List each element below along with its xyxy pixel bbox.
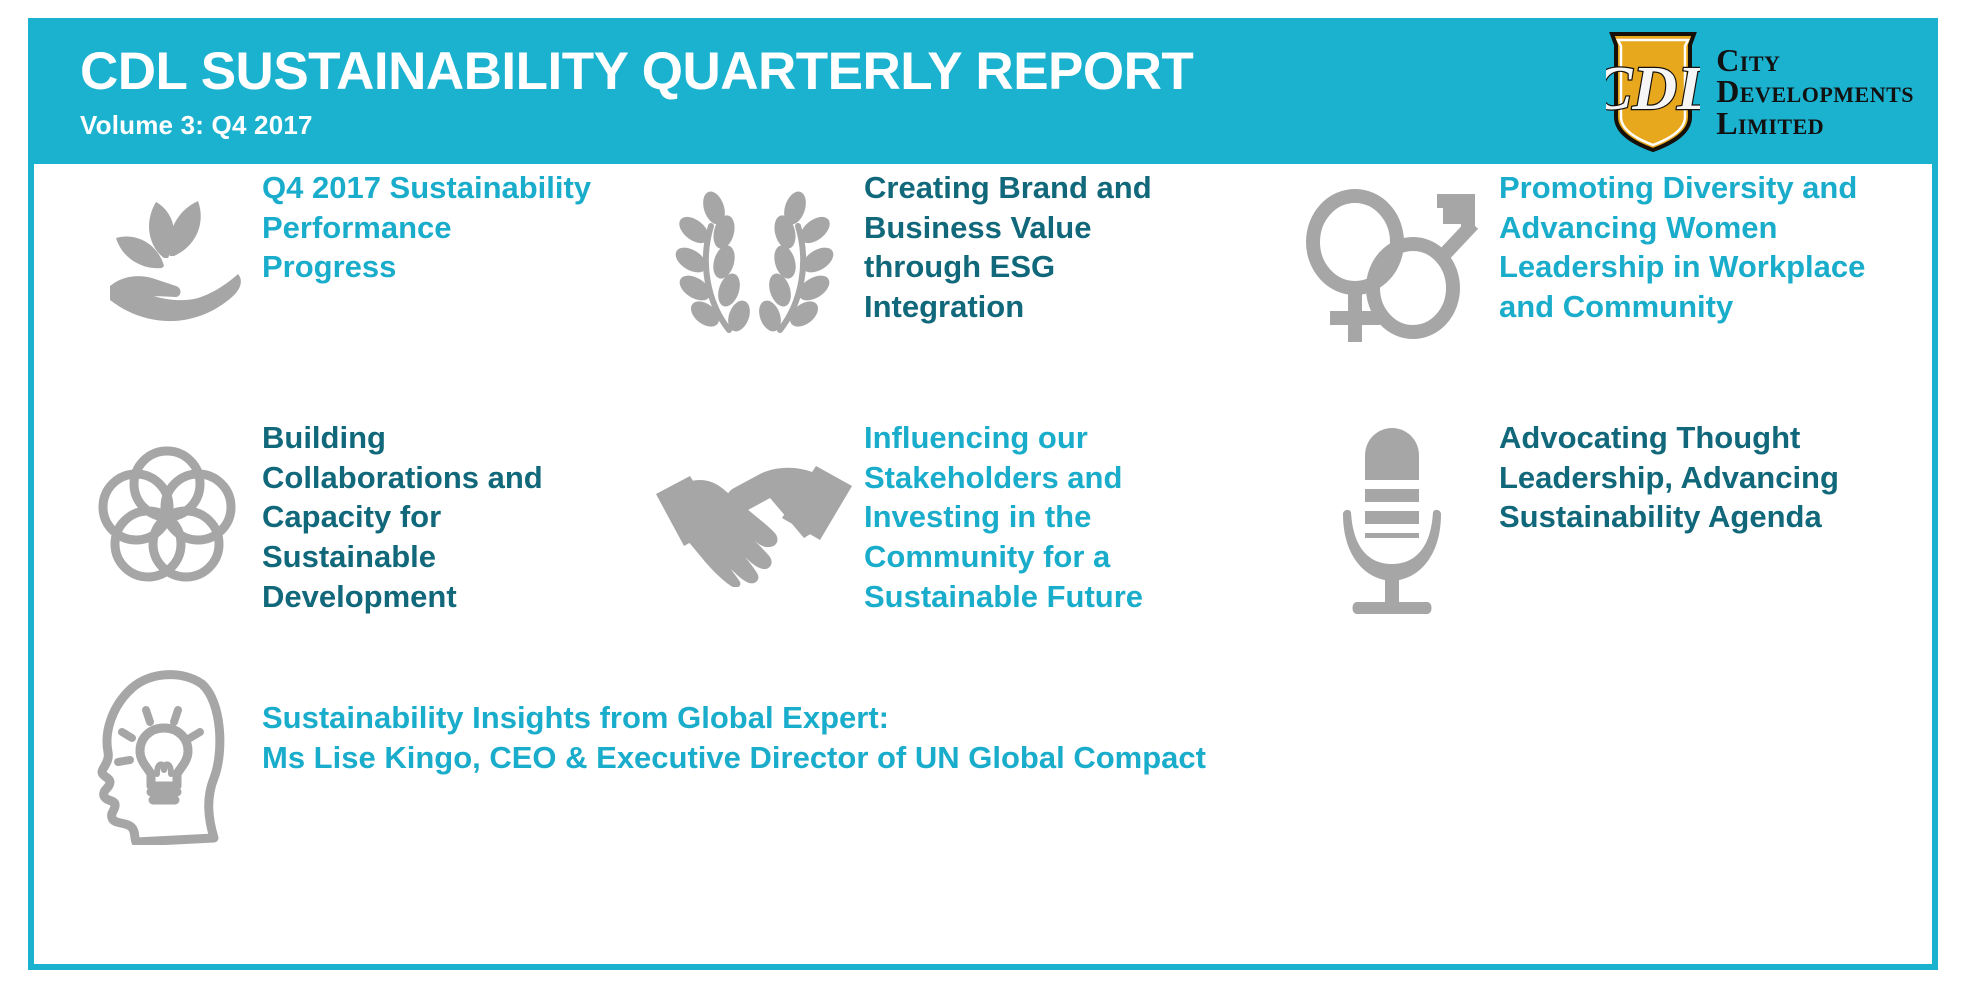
content-item-thought-leadership[interactable]: Advocating Thought Leadership, Advancing… — [1274, 414, 1914, 664]
content-item-diversity[interactable]: Promoting Diversity and Advancing Women … — [1274, 164, 1914, 414]
report-cover-page: CDL SUSTAINABILITY QUARTERLY REPORT Volu… — [28, 18, 1938, 970]
contents-row-1: Q4 2017 Sustainability Performance Progr… — [34, 164, 1932, 414]
feature-item-label: Sustainability Insights from Global Expe… — [262, 664, 1434, 777]
laurel-wreath-icon — [654, 164, 854, 338]
microphone-icon — [1284, 414, 1499, 626]
cdl-shield-icon: CDL — [1606, 32, 1700, 153]
gender-symbols-icon — [1284, 164, 1499, 350]
content-item-label: Influencing our Stakeholders and Investi… — [864, 420, 1144, 614]
logo-line-limited: Limited — [1716, 104, 1825, 141]
five-circle-rosette-icon — [82, 414, 252, 596]
content-item-esg-integration[interactable]: Creating Brand and Business Value throug… — [634, 164, 1274, 414]
cdl-logo: CDL City Developments Limited — [1606, 29, 1914, 155]
report-header: CDL SUSTAINABILITY QUARTERLY REPORT Volu… — [28, 18, 1938, 164]
content-item-label: Creating Brand and Business Value throug… — [864, 170, 1152, 325]
head-lightbulb-icon — [82, 664, 252, 845]
cdl-logo-wordmark: City Developments Limited — [1716, 41, 1914, 141]
content-item-sustainability-performance[interactable]: Q4 2017 Sustainability Performance Progr… — [34, 164, 634, 414]
svg-text:CDL: CDL — [1606, 55, 1700, 123]
page-title: CDL SUSTAINABILITY QUARTERLY REPORT — [80, 42, 1194, 101]
content-item-label: Building Collaborations and Capacity for… — [262, 420, 543, 614]
logo-line-city: City — [1716, 41, 1781, 78]
content-item-collaborations[interactable]: Building Collaborations and Capacity for… — [34, 414, 634, 664]
feature-line-1: Sustainability Insights from Global Expe… — [262, 700, 889, 735]
content-item-label: Promoting Diversity and Advancing Women … — [1499, 170, 1866, 325]
content-item-stakeholders[interactable]: Influencing our Stakeholders and Investi… — [634, 414, 1274, 664]
content-item-label: Q4 2017 Sustainability Performance Progr… — [262, 170, 592, 285]
contents-row-3: Sustainability Insights from Global Expe… — [34, 664, 1932, 914]
contents-row-2: Building Collaborations and Capacity for… — [34, 414, 1932, 664]
hand-holding-plant-icon — [82, 164, 252, 328]
handshake-icon — [654, 414, 854, 587]
content-item-global-expert-insights[interactable]: Sustainability Insights from Global Expe… — [34, 664, 1434, 914]
header-text-block: CDL SUSTAINABILITY QUARTERLY REPORT Volu… — [80, 42, 1194, 141]
logo-line-developments: Developments — [1716, 73, 1914, 110]
feature-line-2: Ms Lise Kingo, CEO & Executive Director … — [262, 739, 1206, 775]
contents-area: Q4 2017 Sustainability Performance Progr… — [34, 164, 1932, 964]
content-item-label: Advocating Thought Leadership, Advancing… — [1499, 420, 1839, 535]
report-volume-subtitle: Volume 3: Q4 2017 — [80, 109, 313, 140]
